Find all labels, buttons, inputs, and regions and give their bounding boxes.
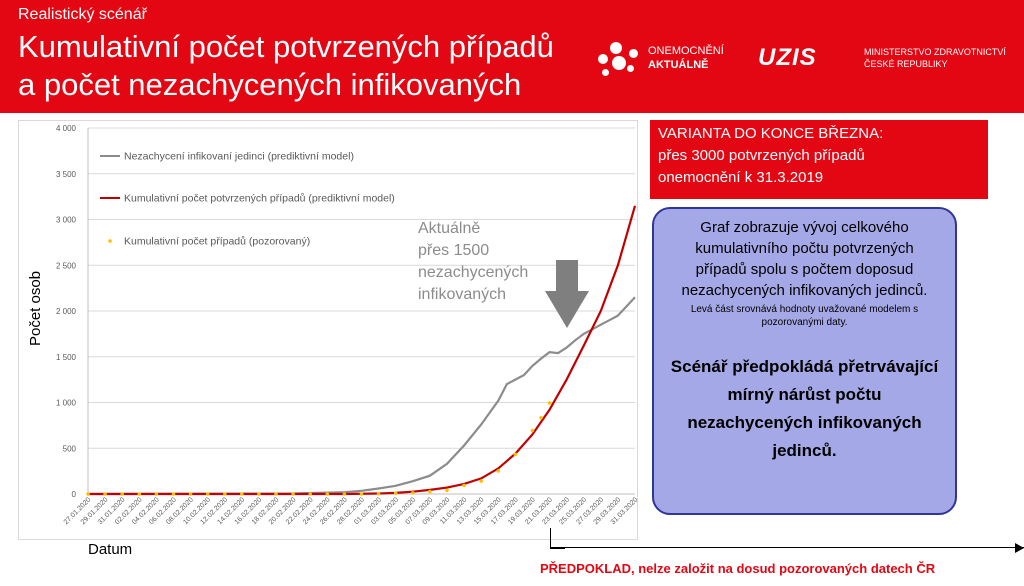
observed-point [171,492,176,496]
observed-point [154,492,159,496]
observed-point [496,469,501,473]
logo1-text: ONEMOCNĚNÍ AKTUÁLNĚ [648,44,724,72]
legend-entry: Kumulativní počet potvrzených případů (p… [124,193,395,205]
info-main-text: Graf zobrazuje vývoj celkového kumulativ… [681,219,928,299]
legend-entry: Nezachycení infikovaní jedinci (predikti… [124,151,354,163]
variant-box: VARIANTA DO KONCE BŘEZNA: přes 3000 potv… [650,120,988,199]
y-tick-label: 0 [72,490,77,499]
observed-point [530,428,535,433]
observed-point [376,491,381,496]
annotation-line2: přes 1500 [418,242,490,259]
observed-point [274,492,278,496]
observed-point [308,492,313,496]
observed-point [86,492,90,496]
right-arrow-icon [1015,543,1024,553]
logo1-line2: AKTUÁLNĚ [648,59,709,71]
assumption-bracket [550,528,565,549]
observed-point [539,416,543,420]
observed-point [137,492,142,496]
chart-frame [18,120,638,540]
y-tick-label: 3 000 [56,216,77,225]
slide-title: Kumulativní počet potvrzených případů a … [18,28,598,104]
slide-title-line1: Kumulativní počet potvrzených případů [18,29,554,64]
observed-point [445,488,449,493]
slide-pretitle: Realistický scénář [18,6,147,23]
observed-point [342,492,347,496]
y-tick-label: 500 [63,444,77,453]
uzis-wordmark: UZIS [758,44,817,71]
x-axis-label: Datum [88,541,133,558]
assumption-arrow-line [551,547,1024,548]
observed-point [325,492,330,496]
observed-point [205,492,210,496]
observed-point [257,492,261,496]
assumption-footnote: PŘEDPOKLAD, nelze založit na dosud pozor… [540,561,936,576]
series-line-2 [88,205,637,496]
header-banner: Realistický scénář Kumulativní počet pot… [0,0,1024,113]
series-line-1 [87,296,636,496]
y-tick-label: 4 000 [56,124,77,133]
observed-point [393,491,398,496]
observed-point [291,492,295,496]
legend-entry: Kumulativní počet případů (pozorovaný) [124,236,310,248]
variant-line2: přes 3000 potvrzených případů [658,147,865,164]
onemocneni-aktualne-logo: ONEMOCNĚNÍ AKTUÁLNĚ [596,40,756,80]
variant-line3: onemocnění k 31.3.2019 [658,169,824,186]
down-arrow-icon [545,260,589,328]
info-small-text: Levá část srovnává hodnoty uvažované mod… [690,304,919,328]
y-tick-label: 2 000 [56,307,77,316]
slide-title-line2: a počet nezachycených infikovaných [18,67,522,102]
ministry-logo: UZIS MINISTERSTVO ZDRAVOTNICTVÍ ČESKÉ RE… [758,44,1018,78]
y-axis-label: Počet osob [27,270,45,347]
annotation-line1: Aktuálně [418,220,481,237]
info-bold-text: Scénář předpokládá přetrvávající mírný n… [670,357,939,460]
observed-point [428,489,432,494]
y-tick-label: 1 000 [56,399,77,408]
ministry-line2: ČESKÉ REPUBLIKY [864,59,948,69]
observed-point [411,491,415,495]
observed-point [188,492,193,496]
y-tick-label: 3 500 [56,170,77,179]
logo1-line1: ONEMOCNĚNÍ [648,45,724,57]
observed-point [479,479,484,483]
observed-point [240,492,244,496]
y-tick-label: 2 500 [56,261,77,270]
legend-marker [108,239,112,243]
observed-point [513,452,518,457]
y-tick-label: 1 500 [56,353,77,362]
chart-area: 0 500 1 000 1 500 2 000 2 500 3 000 3 500 4 000 2… [18,120,638,540]
observed-point [103,492,107,496]
ministry-line1: MINISTERSTVO ZDRAVOTNICTVÍ [864,47,1006,57]
ministry-text: MINISTERSTVO ZDRAVOTNICTVÍ ČESKÉ REPUBLI… [864,46,1006,70]
observed-point [547,401,552,405]
variant-line1: VARIANTA DO KONCE BŘEZNA: [658,125,884,142]
observed-point [223,492,227,496]
observed-point [359,492,364,496]
chart-annotation: Aktuálně přes 1500 nezachycených infikov… [418,218,568,306]
annotation-line4: infikovaných [418,286,507,303]
observed-point [462,483,466,488]
info-box: Graf zobrazuje vývoj celkového kumulativ… [652,207,957,515]
observed-point [120,492,124,496]
annotation-line3: nezachycených [418,264,529,281]
